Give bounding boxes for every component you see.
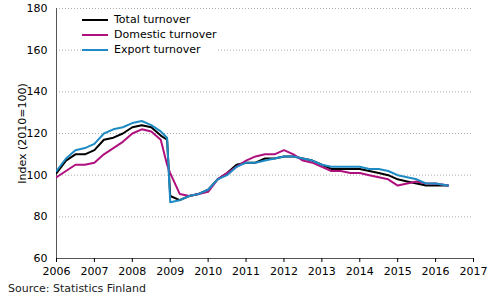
svg-text:2017: 2017 <box>460 265 488 278</box>
svg-text:140: 140 <box>27 85 48 98</box>
svg-text:100: 100 <box>27 169 48 182</box>
svg-text:2011: 2011 <box>232 265 260 278</box>
svg-text:2012: 2012 <box>270 265 298 278</box>
svg-text:2009: 2009 <box>156 265 184 278</box>
svg-text:2006: 2006 <box>43 265 71 278</box>
svg-text:160: 160 <box>27 44 48 57</box>
html-text:Domestic turnover: Domestic turnover <box>114 28 217 41</box>
svg-text:2010: 2010 <box>194 265 222 278</box>
svg-text:2014: 2014 <box>346 265 374 278</box>
html-text:Total turnover: Total turnover <box>114 13 191 26</box>
svg-text:2008: 2008 <box>118 265 146 278</box>
svg-text:2016: 2016 <box>422 265 450 278</box>
svg-text:180: 180 <box>27 2 48 15</box>
svg-text:Index (2010=100): Index (2010=100) <box>16 83 29 184</box>
svg-text:2013: 2013 <box>308 265 336 278</box>
svg-text:2015: 2015 <box>384 265 412 278</box>
svg-text:120: 120 <box>27 127 48 140</box>
html-text:Export turnover: Export turnover <box>114 43 201 56</box>
html-text:Source: Statistics Finland: Source: Statistics Finland <box>8 282 147 295</box>
svg-text:80: 80 <box>34 210 48 223</box>
svg-text:60: 60 <box>34 252 48 265</box>
svg-text:2007: 2007 <box>80 265 108 278</box>
